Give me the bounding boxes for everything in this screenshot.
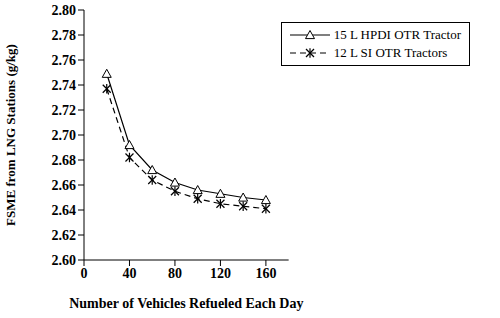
svg-text:120: 120: [210, 266, 231, 281]
svg-text:2.76: 2.76: [52, 53, 77, 68]
svg-text:Number of Vehicles Refueled Ea: Number of Vehicles Refueled Each Day: [69, 296, 303, 311]
svg-text:2.66: 2.66: [52, 178, 77, 193]
html-text:15 L HPDI OTR Tractor: 15 L HPDI OTR Tractor: [333, 27, 461, 42]
svg-text:40: 40: [122, 266, 136, 281]
svg-text:2.80: 2.80: [52, 3, 77, 18]
svg-text:2.72: 2.72: [52, 103, 77, 118]
svg-text:2.64: 2.64: [52, 203, 77, 218]
svg-text:2.74: 2.74: [52, 78, 77, 93]
svg-text:2.60: 2.60: [52, 253, 77, 268]
svg-text:2.78: 2.78: [52, 28, 77, 43]
svg-text:FSME from LNG Stations (g/kg): FSME from LNG Stations (g/kg): [8, 44, 18, 226]
svg-text:2.70: 2.70: [52, 128, 77, 143]
html-text:12 L SI OTR Tractors: 12 L SI OTR Tractors: [333, 45, 448, 60]
svg-text:2.62: 2.62: [52, 228, 77, 243]
svg-text:2.68: 2.68: [52, 153, 77, 168]
svg-text:80: 80: [168, 266, 182, 281]
svg-text:0: 0: [81, 266, 88, 281]
svg-text:160: 160: [255, 266, 276, 281]
